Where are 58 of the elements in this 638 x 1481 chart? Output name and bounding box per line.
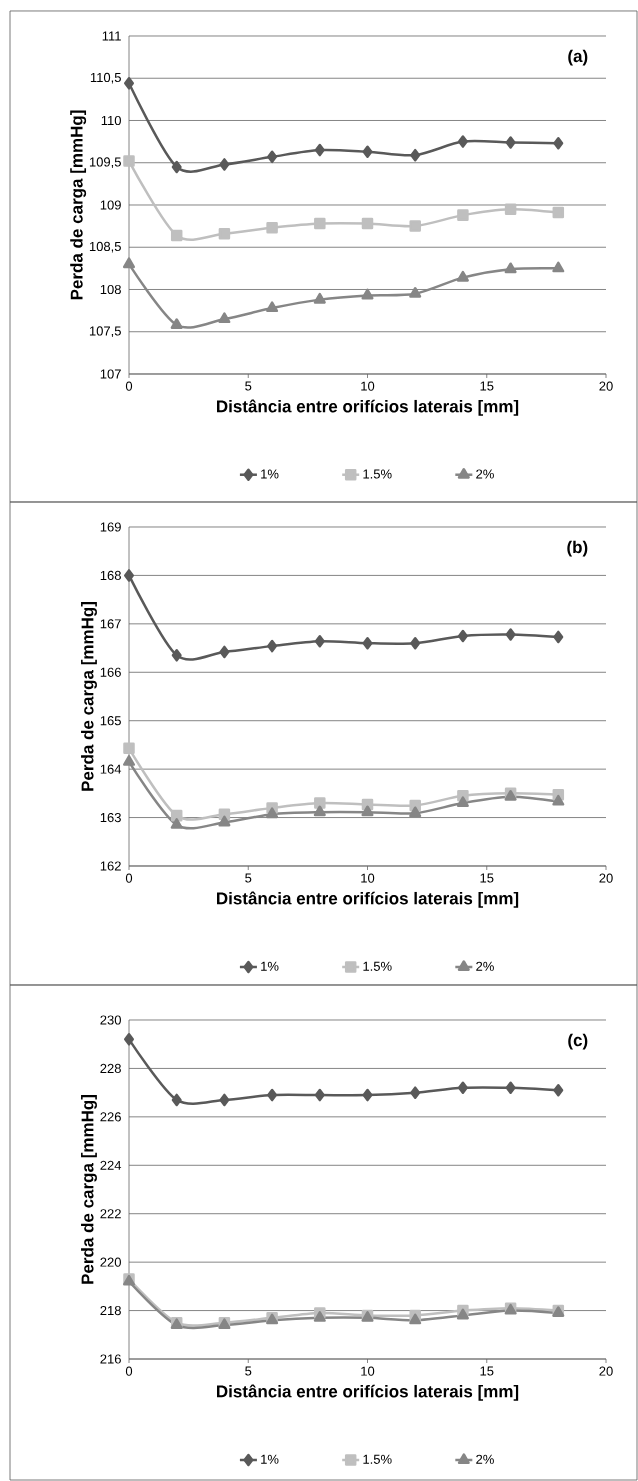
y-tick-label: 108,5: [89, 241, 121, 253]
y-tick-label: 222: [100, 1209, 121, 1219]
x-tick-label: 15: [480, 381, 494, 391]
legend-label: 1%: [261, 961, 279, 971]
x-tick-label: 15: [480, 1366, 494, 1376]
y-tick-label: 108: [100, 284, 121, 295]
legend-label: 1%: [261, 469, 279, 479]
y-tick-label: 228: [100, 1063, 121, 1074]
annotation: (c): [568, 1033, 588, 1050]
x-tick-label: 20: [599, 873, 613, 883]
y-tick-label: 162: [100, 861, 121, 871]
legend-label: 2%: [476, 469, 494, 479]
x-axis-title: Distância entre orifícios laterais [mm]: [217, 399, 519, 416]
x-tick-label: 10: [361, 1366, 375, 1376]
y-tick-label: 164: [100, 764, 122, 774]
x-tick-label: 0: [125, 1366, 133, 1376]
legend-label: 2%: [476, 1454, 494, 1464]
y-tick-label: 167: [100, 619, 121, 629]
x-tick-label: 10: [361, 873, 375, 883]
x-tick-label: 5: [245, 1366, 252, 1376]
y-axis-title: Perda de carga [mmHg]: [70, 110, 87, 300]
x-tick-label: 5: [245, 381, 252, 391]
y-tick-label: 169: [100, 522, 121, 532]
y-tick-label: 109,5: [89, 157, 121, 169]
y-tick-label: 165: [100, 716, 121, 726]
y-tick-label: 230: [100, 1015, 121, 1025]
y-tick-label: 168: [100, 570, 121, 581]
y-tick-label: 110,5: [90, 72, 121, 84]
x-tick-label: 0: [125, 873, 133, 883]
y-tick-label: 224: [100, 1160, 122, 1170]
x-axis-title: Distância entre orifícios laterais [mm]: [217, 891, 519, 908]
x-tick-label: 20: [599, 381, 613, 391]
legend-label: 1.5%: [363, 469, 392, 479]
legend-label: 2%: [476, 961, 494, 971]
y-tick-label: 107,5: [89, 326, 121, 338]
y-tick-label: 163: [100, 812, 121, 823]
y-tick-label: 218: [100, 1305, 121, 1316]
x-tick-label: 10: [361, 381, 375, 391]
y-axis-title: Perda de carga [mmHg]: [81, 602, 97, 791]
x-tick-label: 20: [599, 1366, 613, 1376]
y-tick-label: 109: [100, 200, 121, 210]
legend-label: 1.5%: [363, 1454, 392, 1464]
x-tick-label: 15: [480, 873, 494, 883]
x-tick-label: 5: [245, 873, 252, 883]
x-tick-label: 0: [125, 381, 133, 391]
y-tick-label: 111: [102, 31, 121, 41]
annotation: (b): [567, 540, 588, 557]
legend-label: 1%: [261, 1454, 279, 1464]
y-tick-label: 216: [100, 1354, 121, 1364]
y-tick-label: 226: [100, 1112, 121, 1122]
legend-label: 1.5%: [363, 961, 392, 971]
annotation: (a): [568, 49, 588, 66]
y-tick-label: 107: [100, 369, 121, 379]
x-axis-title: Distância entre orifícios laterais [mm]: [217, 1384, 519, 1401]
y-tick-label: 110: [101, 115, 121, 126]
y-tick-label: 220: [100, 1257, 121, 1267]
y-tick-label: 166: [100, 667, 121, 677]
y-axis-title: Perda de carga [mmHg]: [81, 1095, 97, 1284]
